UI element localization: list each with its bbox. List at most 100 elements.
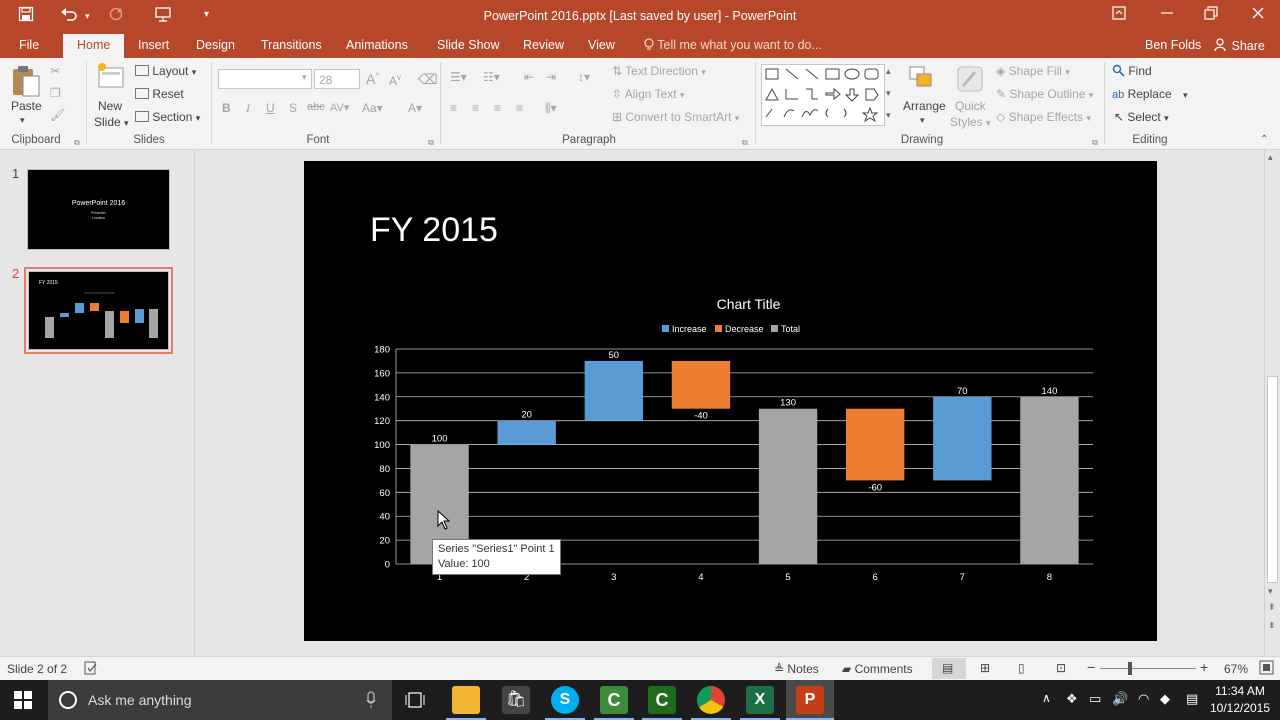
slide-sorter-icon[interactable]: ⊞ bbox=[980, 661, 991, 675]
zoom-level[interactable]: 67% bbox=[1224, 662, 1249, 676]
scroll-down-icon[interactable]: ▾ bbox=[1268, 586, 1273, 596]
normal-view-button[interactable] bbox=[932, 658, 966, 679]
tell-me-box[interactable]: Tell me what you want to do... bbox=[644, 38, 822, 52]
spell-check-icon[interactable] bbox=[84, 661, 98, 678]
tab-design[interactable]: Design bbox=[196, 38, 235, 52]
align-left-icon[interactable]: ≡ bbox=[450, 101, 458, 115]
change-case-icon[interactable]: Aa▾ bbox=[362, 101, 383, 115]
chrome-icon[interactable] bbox=[697, 686, 725, 714]
replace-button[interactable]: ab Replace ▾ bbox=[1112, 87, 1188, 101]
new-slide-button[interactable] bbox=[96, 62, 126, 95]
tab-file[interactable]: File bbox=[19, 38, 40, 52]
numbering-icon[interactable]: ☷▾ bbox=[483, 70, 500, 84]
excel-icon[interactable]: X bbox=[746, 686, 774, 714]
user-name[interactable]: Ben Folds bbox=[1145, 38, 1202, 52]
shape-outline-button[interactable]: ✎ Shape Outline ▾ bbox=[996, 87, 1094, 101]
shapes-scroll-down-icon[interactable]: ▾ bbox=[886, 88, 891, 98]
decrease-indent-icon[interactable]: ⇤ bbox=[524, 70, 535, 84]
paste-dropdown-icon[interactable]: ▾ bbox=[20, 115, 25, 125]
bullets-icon[interactable]: ☰▾ bbox=[450, 70, 467, 84]
scroll-up-icon[interactable]: ▴ bbox=[1268, 152, 1273, 162]
clock-date[interactable]: 10/12/2015 bbox=[1209, 701, 1271, 715]
align-right-icon[interactable]: ≡ bbox=[494, 101, 502, 115]
tab-home[interactable]: Home bbox=[63, 34, 125, 58]
scroll-thumb[interactable] bbox=[1267, 376, 1278, 583]
close-icon[interactable] bbox=[1251, 6, 1265, 23]
section-button[interactable]: Section ▾ bbox=[135, 110, 200, 124]
next-slide-icon[interactable]: ⇟ bbox=[1268, 620, 1276, 630]
zoom-slider-thumb[interactable] bbox=[1128, 662, 1132, 675]
font-color-icon[interactable]: A▾ bbox=[408, 101, 423, 115]
network-icon[interactable]: ◆ bbox=[1160, 691, 1170, 706]
share-button[interactable]: Share bbox=[1214, 38, 1265, 53]
shapes-gallery[interactable] bbox=[761, 64, 885, 126]
task-view-icon[interactable] bbox=[405, 691, 425, 714]
arrange-dropdown-icon[interactable]: ▾ bbox=[920, 115, 925, 125]
wifi-icon[interactable]: ◠ bbox=[1138, 691, 1150, 706]
increase-font-icon[interactable]: A^ bbox=[366, 71, 380, 87]
slide-title[interactable]: FY 2015 bbox=[370, 211, 498, 249]
camtasia-recorder-icon[interactable]: C bbox=[648, 686, 676, 714]
character-spacing-icon[interactable]: AV▾ bbox=[330, 102, 350, 114]
zoom-out-icon[interactable]: − bbox=[1087, 659, 1096, 675]
minimize-icon[interactable] bbox=[1160, 6, 1174, 23]
bold-icon[interactable]: B bbox=[222, 101, 231, 115]
font-name-dropdown-icon[interactable]: ▾ bbox=[302, 72, 307, 82]
align-center-icon[interactable]: ≡ bbox=[472, 101, 480, 115]
paragraph-launcher-icon[interactable]: ⧉ bbox=[742, 138, 748, 147]
tab-slide-show[interactable]: Slide Show bbox=[437, 38, 500, 52]
quick-styles-button[interactable] bbox=[955, 64, 985, 97]
slide-thumbnail-1[interactable]: PowerPoint 2016 Presenter Location bbox=[27, 169, 170, 250]
layout-button[interactable]: Layout ▾ bbox=[135, 64, 196, 78]
collapse-ribbon-icon[interactable]: ⌃ bbox=[1260, 134, 1269, 145]
justify-icon[interactable]: ≡ bbox=[516, 101, 524, 115]
arrange-button[interactable] bbox=[907, 64, 937, 97]
clear-formatting-icon[interactable]: ⌫ bbox=[418, 71, 438, 87]
line-spacing-icon[interactable]: ↕▾ bbox=[578, 70, 591, 84]
save-icon[interactable] bbox=[18, 6, 34, 26]
battery-icon[interactable]: ▭ bbox=[1089, 691, 1102, 706]
comments-button[interactable]: ▰ Comments bbox=[842, 662, 913, 676]
reset-button[interactable]: Reset bbox=[135, 87, 184, 101]
show-hidden-icons[interactable]: ∧ bbox=[1042, 691, 1051, 705]
columns-icon[interactable]: ⫼▾ bbox=[545, 101, 557, 115]
copy-icon[interactable]: ❐ bbox=[50, 86, 61, 100]
tab-insert[interactable]: Insert bbox=[138, 38, 170, 52]
font-name-input[interactable] bbox=[218, 69, 312, 89]
italic-icon[interactable]: I bbox=[246, 101, 250, 115]
microphone-icon[interactable] bbox=[366, 691, 376, 714]
shapes-scroll-up-icon[interactable]: ▴ bbox=[886, 66, 891, 76]
underline-icon[interactable]: U bbox=[266, 101, 275, 115]
decrease-font-icon[interactable]: Av bbox=[389, 73, 402, 88]
paste-button[interactable] bbox=[10, 64, 42, 101]
ribbon-display-options-icon[interactable] bbox=[1112, 6, 1126, 23]
find-button[interactable]: Find bbox=[1112, 64, 1152, 78]
cut-icon[interactable]: ✂ bbox=[50, 64, 61, 78]
file-explorer-icon[interactable] bbox=[452, 686, 480, 714]
increase-indent-icon[interactable]: ⇥ bbox=[546, 70, 557, 84]
volume-icon[interactable]: 🔊 bbox=[1112, 691, 1129, 706]
clock-time[interactable]: 11:34 AM bbox=[1215, 684, 1265, 698]
customize-toolbar-icon[interactable]: ▾ bbox=[204, 9, 210, 20]
select-button[interactable]: ↖ Select ▾ bbox=[1114, 110, 1169, 124]
camtasia-icon[interactable]: C bbox=[600, 686, 628, 714]
powerpoint-icon[interactable]: P bbox=[796, 686, 824, 714]
drawing-launcher-icon[interactable]: ⧉ bbox=[1092, 138, 1098, 147]
store-icon[interactable]: 🛍 bbox=[502, 686, 530, 714]
previous-slide-icon[interactable]: ⇞ bbox=[1268, 602, 1276, 612]
start-from-beginning-icon[interactable] bbox=[154, 6, 174, 26]
tab-animations[interactable]: Animations bbox=[346, 38, 408, 52]
text-direction-button[interactable]: ⇅ Text Direction ▾ bbox=[612, 64, 706, 78]
convert-smartart-button[interactable]: ⊞ Convert to SmartArt ▾ bbox=[612, 110, 740, 124]
shape-fill-button[interactable]: ◈ Shape Fill ▾ bbox=[996, 64, 1070, 78]
font-launcher-icon[interactable]: ⧉ bbox=[428, 138, 434, 147]
shape-effects-button[interactable]: ◇ Shape Effects ▾ bbox=[996, 110, 1091, 124]
windows-start-icon[interactable] bbox=[14, 691, 32, 714]
tab-review[interactable]: Review bbox=[523, 38, 564, 52]
fit-slide-icon[interactable] bbox=[1259, 660, 1274, 678]
vertical-scrollbar[interactable]: ▴ ▾ ⇞ ⇟ bbox=[1264, 150, 1280, 656]
shadow-icon[interactable]: S bbox=[289, 101, 298, 115]
slide-show-icon[interactable]: ⊡ bbox=[1056, 661, 1067, 675]
tab-transitions[interactable]: Transitions bbox=[261, 38, 322, 52]
zoom-slider[interactable] bbox=[1100, 668, 1196, 669]
